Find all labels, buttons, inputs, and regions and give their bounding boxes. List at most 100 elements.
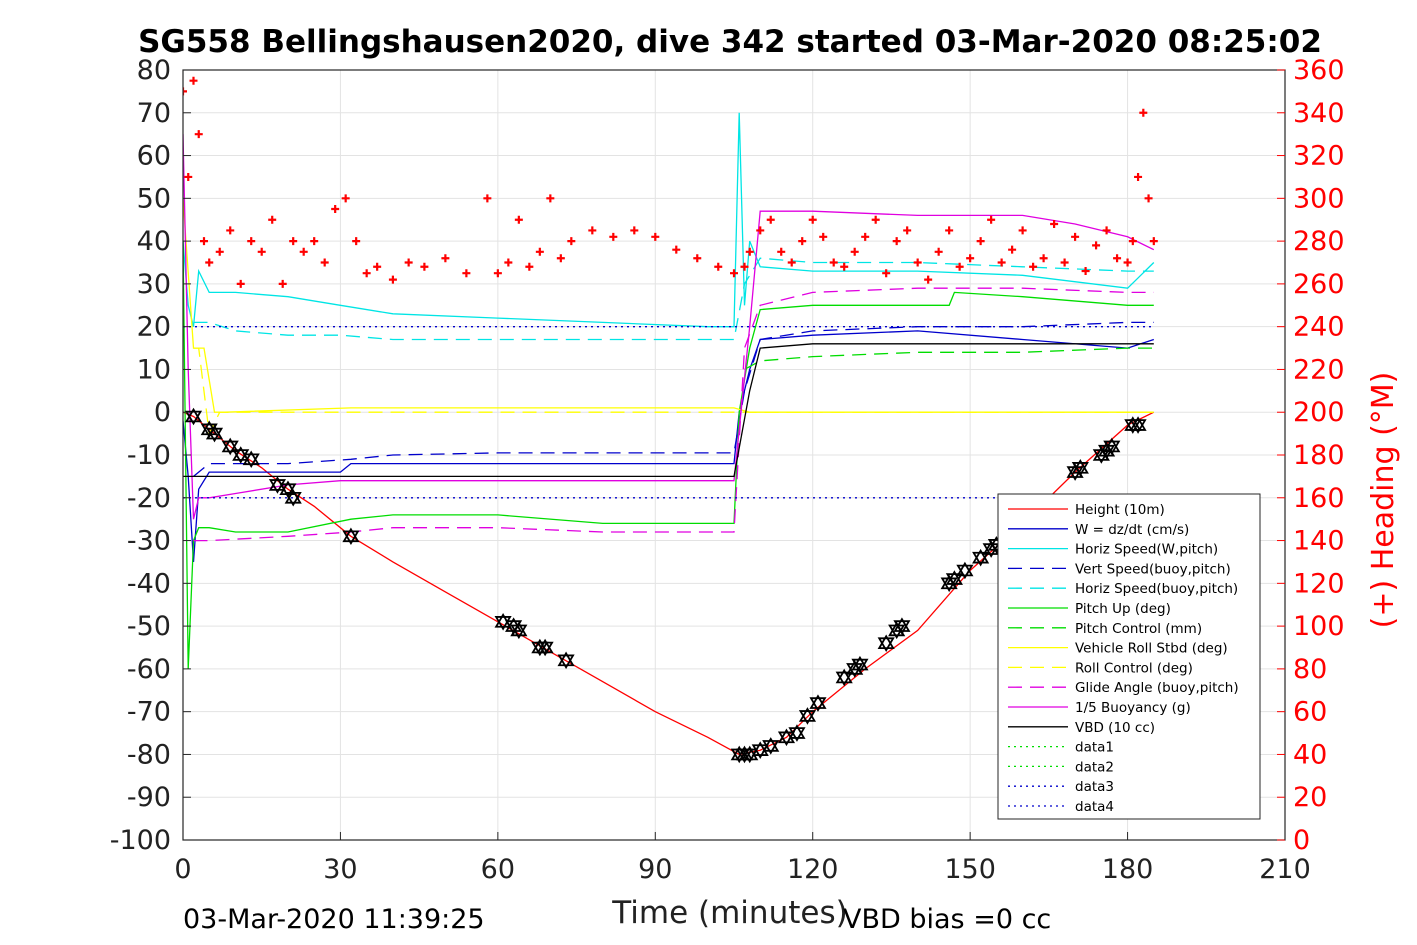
waypoint-marker <box>557 651 575 670</box>
heading-point <box>247 237 256 246</box>
heading-point <box>514 215 523 224</box>
heading-point <box>299 247 308 256</box>
tick-label-right: 80 <box>1293 654 1327 685</box>
series-line-1 <box>183 330 1155 562</box>
heading-point <box>268 215 277 224</box>
tick-label-left: 10 <box>137 354 171 385</box>
heading-point <box>189 76 198 85</box>
heading-point <box>588 226 597 235</box>
tick-label-x: 0 <box>174 854 191 885</box>
series-line-7 <box>183 198 1154 413</box>
waypoint-marker <box>205 424 224 443</box>
tick-label-right: 200 <box>1293 397 1345 428</box>
tick-label-right: 40 <box>1293 739 1327 770</box>
heading-point <box>1029 262 1038 271</box>
waypoint-marker <box>893 617 911 635</box>
heading-point <box>184 172 193 181</box>
heading-point <box>1102 226 1111 235</box>
legend-entry: data2 <box>1075 759 1114 775</box>
tick-label-right: 340 <box>1293 98 1345 129</box>
tick-label-right: 120 <box>1293 568 1345 599</box>
heading-point <box>1149 237 1158 246</box>
heading-point <box>278 279 287 288</box>
legend-entry: Vehicle Roll Stbd (deg) <box>1075 641 1228 657</box>
heading-point <box>1081 267 1090 276</box>
heading-point <box>1113 254 1122 263</box>
tick-label-left: 30 <box>137 269 171 300</box>
heading-point <box>798 237 807 246</box>
heading-point <box>462 269 471 278</box>
waypoint-marker <box>242 450 260 469</box>
heading-point <box>567 237 576 246</box>
plot-area <box>183 76 1158 764</box>
tick-label-right: 240 <box>1293 312 1345 343</box>
waypoint-marker <box>877 634 895 652</box>
legend-entry: data3 <box>1075 779 1114 795</box>
heading-point <box>341 194 350 203</box>
tick-label-right: 20 <box>1293 782 1327 813</box>
heading-point <box>331 205 340 214</box>
heading-point <box>819 232 828 241</box>
heading-point <box>1128 237 1137 246</box>
heading-point <box>257 247 266 256</box>
heading-layer <box>183 76 1158 288</box>
heading-point <box>756 226 765 235</box>
tick-label-left: 80 <box>137 55 171 86</box>
tick-label-x: 90 <box>638 854 672 885</box>
heading-point <box>693 254 702 263</box>
legend-entry: Horiz Speed(W,pitch) <box>1075 542 1218 558</box>
waypoint-marker <box>1103 437 1121 456</box>
ticks-right: 3603403203002802602402202001801601401201… <box>1277 55 1345 856</box>
legend-entry: Horiz Speed(buoy,pitch) <box>1075 581 1238 597</box>
heading-point <box>871 215 880 224</box>
tick-label-left: 60 <box>137 141 171 172</box>
series-line-8 <box>193 347 1154 436</box>
tick-label-right: 220 <box>1293 354 1345 385</box>
tick-label-right: 360 <box>1293 55 1345 86</box>
waypoint-marker <box>972 548 990 567</box>
tick-label-x: 210 <box>1259 854 1311 885</box>
series-line-3 <box>193 321 1154 477</box>
legend: Height (10m) W = dz/dt (cm/s) Horiz Speed(… <box>997 493 1261 820</box>
tick-label-left: -100 <box>110 825 171 856</box>
heading-point <box>236 279 245 288</box>
heading-point <box>320 258 329 267</box>
heading-point <box>672 245 681 254</box>
series-line-9 <box>193 287 1154 542</box>
tick-label-left: -70 <box>127 697 171 728</box>
legend-entry: data4 <box>1075 799 1114 815</box>
waypoint-marker <box>851 655 869 674</box>
tick-label-left: -90 <box>127 782 171 813</box>
heading-point <box>404 258 413 267</box>
waypoint-marker <box>835 668 853 687</box>
heading-point <box>609 232 618 241</box>
tick-label-right: 0 <box>1293 825 1310 856</box>
tick-label-left: -50 <box>127 611 171 642</box>
tick-label-left: -60 <box>127 654 171 685</box>
heading-point <box>829 258 838 267</box>
heading-point <box>651 232 660 241</box>
legend-entry: VBD (10 cc) <box>1075 720 1155 736</box>
tick-label-x: 120 <box>787 854 839 885</box>
tick-label-right: 320 <box>1293 141 1345 172</box>
waypoint-marker <box>510 621 528 640</box>
legend-entry: Glide Angle (buoy,pitch) <box>1075 680 1239 696</box>
heading-point <box>892 237 901 246</box>
waypoint-marker <box>956 561 974 580</box>
heading-point <box>215 247 224 256</box>
tick-label-right: 260 <box>1293 269 1345 300</box>
ticks-left: 80 70 60 50 40 30 20 10 0 -10 -20 -30 -40 -50 -60 -70 -8… <box>110 55 191 856</box>
heading-point <box>1008 245 1017 254</box>
tick-label-x: 150 <box>944 854 996 885</box>
heading-point <box>504 258 513 267</box>
tick-label-x: 60 <box>481 854 515 885</box>
heading-point <box>1050 220 1059 228</box>
legend-entry: Pitch Up (deg) <box>1075 601 1171 617</box>
marker-layer <box>184 407 1147 764</box>
legend-entry: Pitch Control (mm) <box>1075 621 1202 637</box>
heading-point <box>1060 258 1069 267</box>
tick-label-left: -10 <box>127 440 171 471</box>
heading-point <box>194 130 203 139</box>
waypoint-marker <box>342 527 360 546</box>
tick-label-right: 160 <box>1293 483 1345 514</box>
